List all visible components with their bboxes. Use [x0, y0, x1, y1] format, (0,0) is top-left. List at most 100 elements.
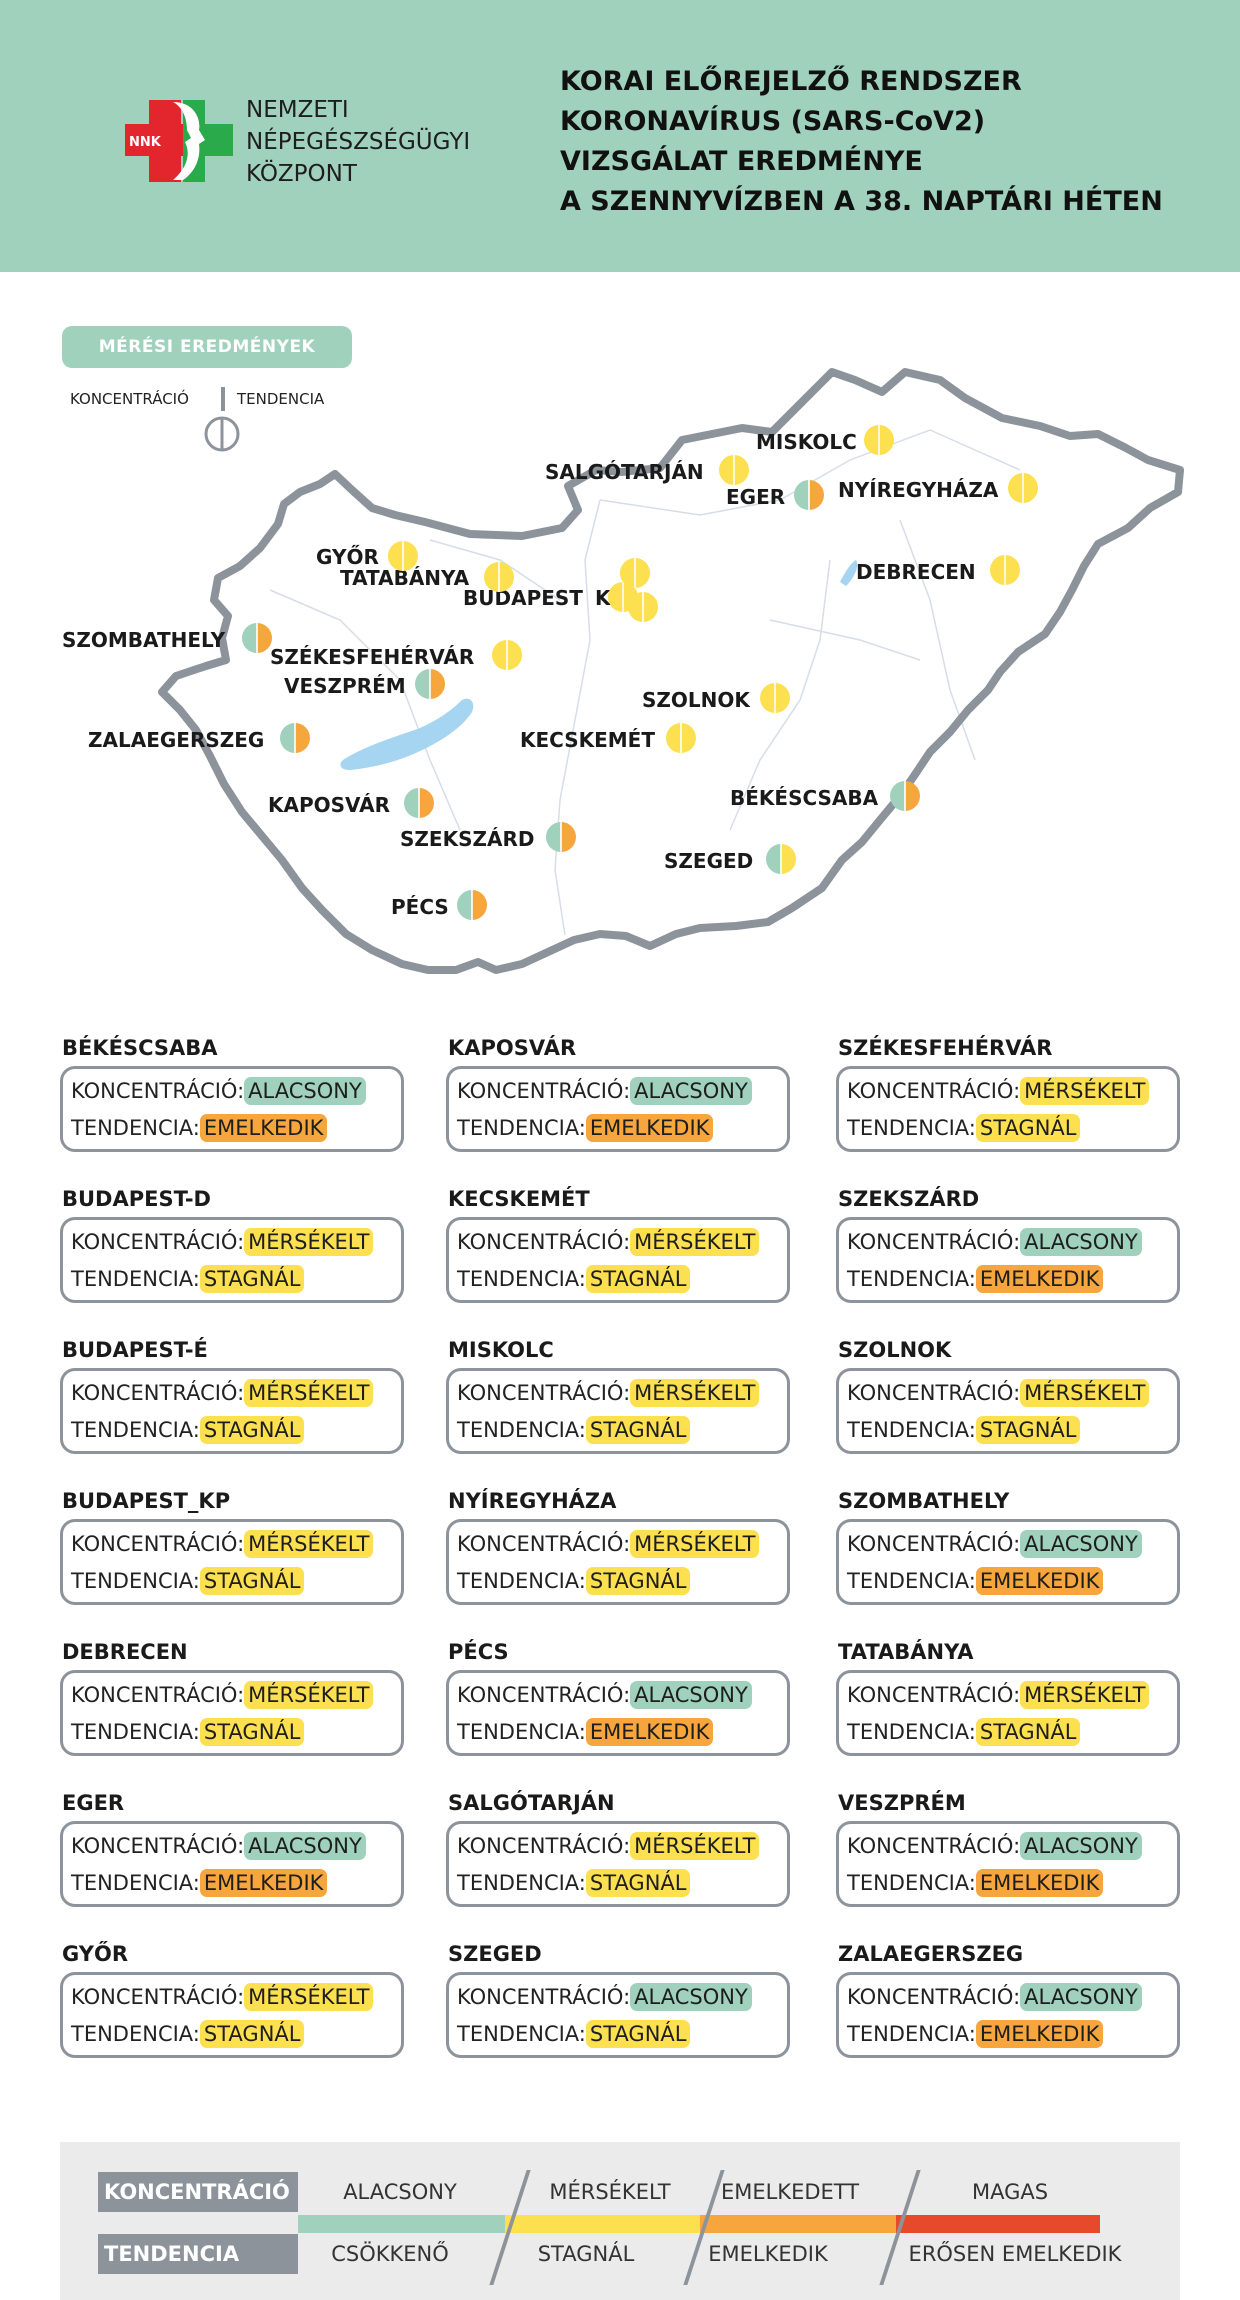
dot-trend-half — [775, 683, 790, 713]
concentration-row: KONCENTRÁCIÓ: MÉRSÉKELT — [71, 1228, 374, 1256]
dot-concentration-half — [1008, 473, 1023, 503]
result-card: KONCENTRÁCIÓ: ALACSONY TENDENCIA: EMELKEDIK — [836, 1821, 1180, 1907]
legend-conc-level: EMELKEDETT — [720, 2180, 860, 2204]
map-label-szombathely: SZOMBATHELY — [62, 628, 226, 652]
concentration-label: KONCENTRÁCIÓ: — [71, 1079, 245, 1103]
concentration-row: KONCENTRÁCIÓ: ALACSONY — [457, 1077, 752, 1105]
concentration-label: KONCENTRÁCIÓ: — [847, 1381, 1021, 1405]
card-title: SZOLNOK — [838, 1338, 952, 1362]
dot-concentration-half — [628, 592, 643, 622]
result-card: KONCENTRÁCIÓ: MÉRSÉKELT TENDENCIA: STAGNÁL — [836, 1368, 1180, 1454]
concentration-label: KONCENTRÁCIÓ: — [847, 1532, 1021, 1556]
trend-label: TENDENCIA: — [71, 1116, 200, 1140]
trend-badge: EMELKEDIK — [585, 1718, 714, 1746]
dot-concentration-half — [388, 541, 403, 571]
dot-divider — [878, 425, 880, 455]
card-title: VESZPRÉM — [838, 1791, 966, 1815]
map-label-szekszard: SZEKSZÁRD — [400, 827, 535, 851]
concentration-row: KONCENTRÁCIÓ: MÉRSÉKELT — [71, 1983, 374, 2011]
card-title: NYÍREGYHÁZA — [448, 1489, 617, 1513]
concentration-label: KONCENTRÁCIÓ: — [847, 1230, 1021, 1254]
concentration-row: KONCENTRÁCIÓ: ALACSONY — [457, 1983, 752, 2011]
dot-divider — [418, 788, 420, 818]
card-title: SZÉKESFEHÉRVÁR — [838, 1036, 1053, 1060]
concentration-badge: MÉRSÉKELT — [244, 1983, 374, 2011]
concentration-row: KONCENTRÁCIÓ: ALACSONY — [847, 1832, 1142, 1860]
dot-trend-half — [879, 425, 894, 455]
concentration-badge: MÉRSÉKELT — [244, 1530, 374, 1558]
mini-legend-concentration: KONCENTRÁCIÓ — [70, 390, 189, 408]
dot-concentration-half — [492, 640, 507, 670]
trend-row: TENDENCIA: EMELKEDIK — [457, 1114, 714, 1142]
dot-concentration-half — [719, 455, 734, 485]
dot-concentration-half — [404, 788, 419, 818]
concentration-label: KONCENTRÁCIÓ: — [71, 1230, 245, 1254]
card-title: SALGÓTARJÁN — [448, 1791, 615, 1815]
result-card: KONCENTRÁCIÓ: MÉRSÉKELT TENDENCIA: STAGNÁL — [446, 1368, 790, 1454]
card-title: GYŐR — [62, 1942, 129, 1966]
trend-badge: EMELKEDIK — [975, 1567, 1104, 1595]
map-label-pecs: PÉCS — [391, 895, 449, 919]
trend-badge: STAGNÁL — [585, 1567, 691, 1595]
concentration-label: KONCENTRÁCIÓ: — [457, 1381, 631, 1405]
map-dot-szeged — [766, 844, 796, 874]
result-card: KONCENTRÁCIÓ: ALACSONY TENDENCIA: EMELKEDIK — [836, 1217, 1180, 1303]
trend-badge: EMELKEDIK — [975, 1869, 1104, 1897]
map-dot-salgotarjan — [719, 455, 749, 485]
concentration-label: KONCENTRÁCIÓ: — [71, 1834, 245, 1858]
dot-trend-half — [257, 623, 272, 653]
section-label: MÉRÉSI EREDMÉNYEK — [62, 326, 352, 368]
map-dot-tatabanya — [484, 562, 514, 592]
trend-badge: STAGNÁL — [975, 1718, 1081, 1746]
result-card: KONCENTRÁCIÓ: MÉRSÉKELT TENDENCIA: STAGNÁL — [446, 1519, 790, 1605]
map-dot-zalaegerszeg — [280, 723, 310, 753]
legend-trend-level: ERŐSEN EMELKEDIK — [908, 2242, 1122, 2266]
title-line: VIZSGÁLAT EREDMÉNYE — [560, 146, 923, 177]
dot-trend-half — [499, 562, 514, 592]
concentration-label: KONCENTRÁCIÓ: — [847, 1683, 1021, 1707]
dot-trend-half — [1023, 473, 1038, 503]
nnk-logo-icon: NNK — [125, 100, 233, 182]
card-title: SZEKSZÁRD — [838, 1187, 980, 1211]
logo-badge-text: NNK — [129, 135, 162, 150]
map-dot-budapest-e — [620, 558, 650, 588]
concentration-row: KONCENTRÁCIÓ: MÉRSÉKELT — [457, 1530, 760, 1558]
dot-divider — [429, 669, 431, 699]
map-dot-kaposvar — [404, 788, 434, 818]
title-line: KORONAVÍRUS (SARS-CoV2) — [560, 106, 986, 137]
trend-label: TENDENCIA: — [71, 1267, 200, 1291]
dot-divider — [294, 723, 296, 753]
trend-label: TENDENCIA: — [71, 2022, 200, 2046]
header-banner: NNK NEMZETI NÉPEGÉSZSÉGÜGYI KÖZPONT KORA… — [0, 0, 1240, 272]
concentration-label: KONCENTRÁCIÓ: — [457, 1834, 631, 1858]
dot-concentration-half — [760, 683, 775, 713]
trend-label: TENDENCIA: — [847, 1871, 976, 1895]
legend-bar-magas — [896, 2215, 1100, 2233]
trend-badge: STAGNÁL — [975, 1114, 1081, 1142]
result-card: KONCENTRÁCIÓ: MÉRSÉKELT TENDENCIA: STAGNÁL — [60, 1972, 404, 2058]
dot-trend-half — [507, 640, 522, 670]
legend-trend-label: TENDENCIA — [98, 2234, 298, 2274]
map-label-gyor: GYŐR — [316, 545, 379, 569]
dot-trend-half — [403, 541, 418, 571]
concentration-label: KONCENTRÁCIÓ: — [847, 1079, 1021, 1103]
concentration-label: KONCENTRÁCIÓ: — [457, 1230, 631, 1254]
concentration-label: KONCENTRÁCIÓ: — [71, 1683, 245, 1707]
map-label-veszprem: VESZPRÉM — [284, 674, 406, 698]
map-label-debrecen: DEBRECEN — [856, 560, 976, 584]
result-card: KONCENTRÁCIÓ: MÉRSÉKELT TENDENCIA: STAGNÁL — [60, 1670, 404, 1756]
trend-row: TENDENCIA: STAGNÁL — [847, 1718, 1081, 1746]
trend-row: TENDENCIA: STAGNÁL — [71, 1718, 305, 1746]
card-title: SZOMBATHELY — [838, 1489, 1010, 1513]
trend-row: TENDENCIA: STAGNÁL — [71, 1416, 305, 1444]
concentration-badge: MÉRSÉKELT — [1020, 1379, 1150, 1407]
dot-divider — [642, 592, 644, 622]
result-card: KONCENTRÁCIÓ: ALACSONY TENDENCIA: EMELKEDIK — [446, 1670, 790, 1756]
legend-trend-level: CSÖKKENŐ — [331, 2242, 449, 2266]
dot-concentration-half — [666, 723, 681, 753]
dot-trend-half — [561, 822, 576, 852]
map-dot-szekesfehervar — [492, 640, 522, 670]
trend-row: TENDENCIA: EMELKEDIK — [847, 1265, 1104, 1293]
trend-row: TENDENCIA: STAGNÁL — [457, 1567, 691, 1595]
title-line: KORAI ELŐREJELZŐ RENDSZER — [560, 66, 1022, 97]
